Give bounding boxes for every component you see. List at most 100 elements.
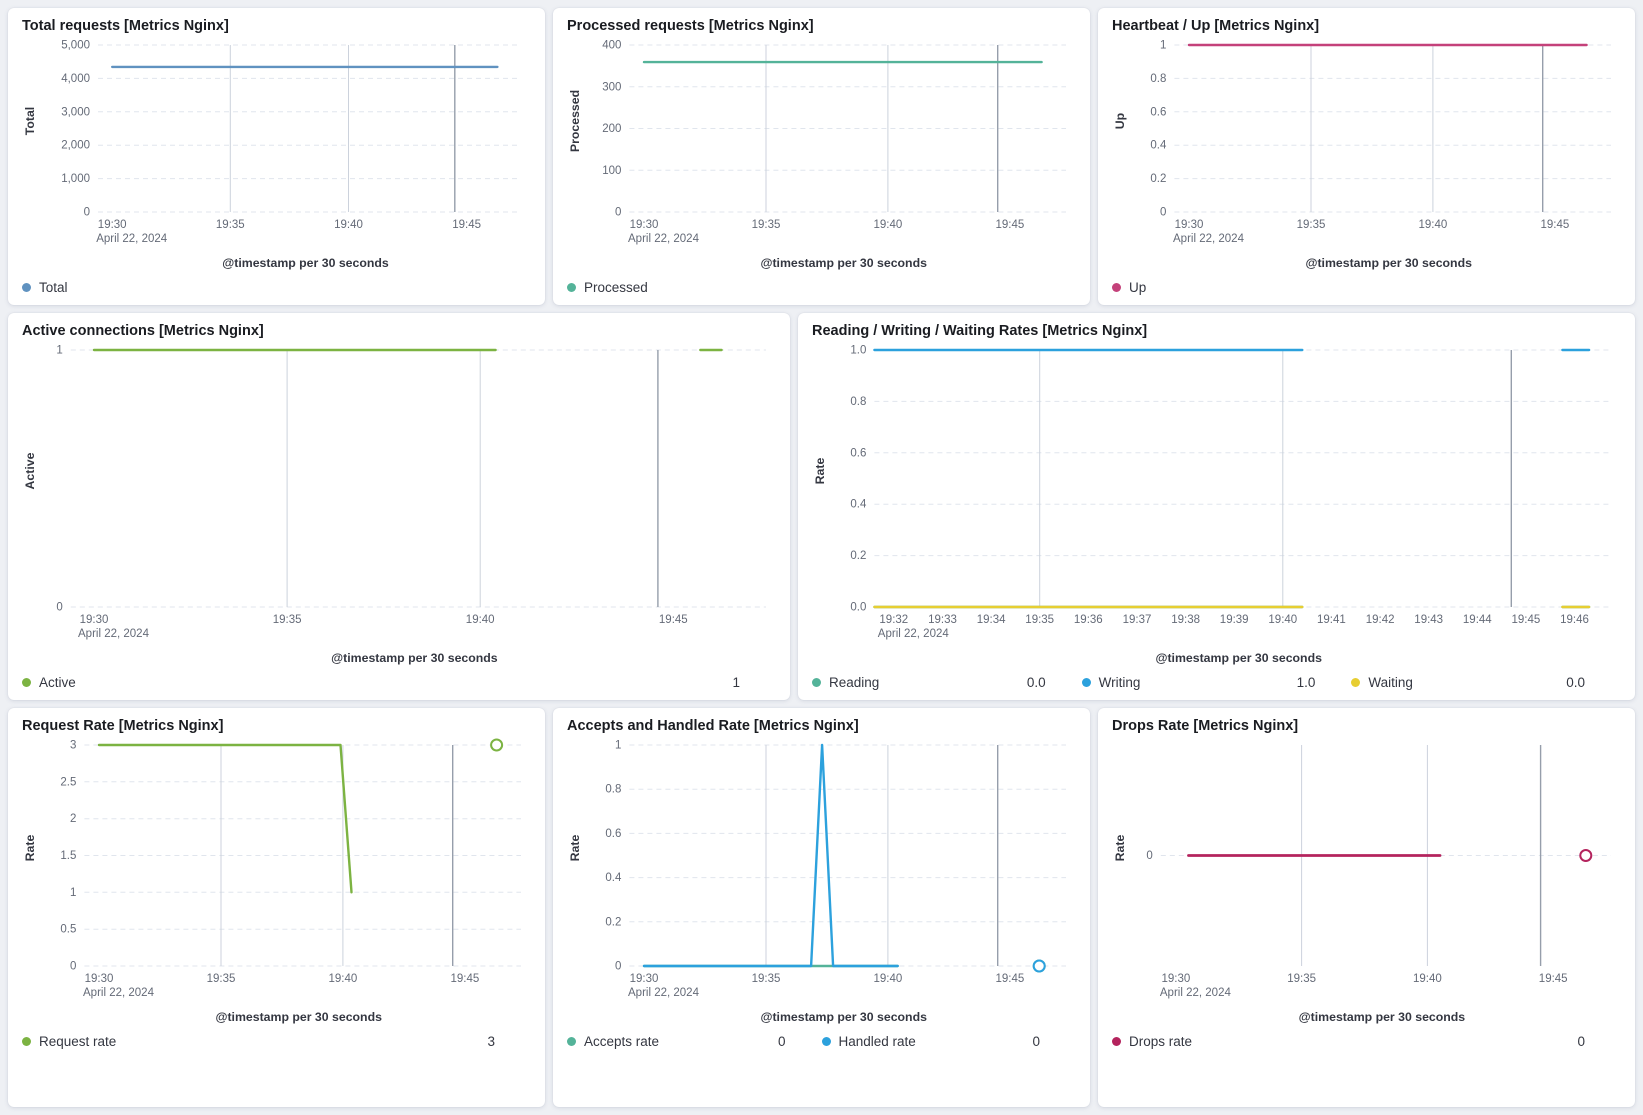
svg-text:April 22, 2024: April 22, 2024: [78, 628, 150, 640]
y-axis-title: Active: [23, 452, 37, 490]
legend-color-dot: [22, 678, 31, 687]
legend-value: 3: [487, 1034, 495, 1049]
svg-text:19:30: 19:30: [80, 614, 109, 626]
svg-text:0: 0: [615, 207, 621, 219]
chart-canvas-accepts-handled-rate[interactable]: 0 0.2 0.4 0.6 0.8 1 19:30 April 22, 2024 19:35 19…: [585, 736, 1078, 1004]
svg-text:1.0: 1.0: [850, 345, 866, 357]
legend-value: 0: [777, 1034, 786, 1049]
svg-text:19:30: 19:30: [630, 973, 659, 985]
legend-label: Accepts rate: [584, 1034, 660, 1049]
svg-text:19:36: 19:36: [1074, 614, 1103, 626]
chart-canvas-reading-writing-waiting[interactable]: 0.0 0.2 0.4 0.6 0.8 1.0 19:32 April 22, 2024 19:…: [830, 341, 1623, 645]
panel-title-reading-writing-waiting[interactable]: Reading / Writing / Waiting Rates [Metri…: [812, 323, 1148, 339]
legend-label: Handled rate: [838, 1034, 916, 1049]
svg-text:19:37: 19:37: [1123, 614, 1152, 626]
legend-item-up[interactable]: Up: [1112, 280, 1621, 295]
y-axis-title: Rate: [23, 834, 37, 862]
legend-label: Writing: [1098, 675, 1141, 690]
svg-text:100: 100: [602, 165, 621, 177]
svg-text:19:38: 19:38: [1171, 614, 1200, 626]
svg-text:2.5: 2.5: [60, 776, 76, 788]
chart-plot-area: 0 0.2 0.4 0.6 0.8 1 19:30 April 22, 2024 19:35 19…: [1130, 36, 1623, 250]
svg-text:19:30: 19:30: [85, 973, 114, 985]
panel-title-processed-requests[interactable]: Processed requests [Metrics Nginx]: [567, 18, 814, 34]
chart-plot-area: 0 0.2 0.4 0.6 0.8 1 19:30 April 22, 2024 19:35 19…: [585, 736, 1078, 1004]
svg-text:19:35: 19:35: [1297, 219, 1326, 231]
svg-text:19:40: 19:40: [874, 219, 903, 231]
panel-title-active-connections[interactable]: Active connections [Metrics Nginx]: [22, 323, 264, 339]
legend-color-dot: [1112, 283, 1121, 292]
svg-text:19:45: 19:45: [996, 973, 1025, 985]
legend-label: Request rate: [39, 1034, 117, 1049]
chart-canvas-processed-requests[interactable]: 0 100 200 300 400 19:30 April 22, 2024 19:35 19:…: [585, 36, 1078, 250]
chart-plot-area: 0 1 19:30 April 22, 2024 19:35 19:40 19:45: [40, 341, 778, 645]
legend-label: Drops rate: [1129, 1034, 1193, 1049]
panel-title-accepts-handled-rate[interactable]: Accepts and Handled Rate [Metrics Nginx]: [567, 718, 859, 734]
y-axis-title: Rate: [568, 834, 582, 862]
legend-item-total[interactable]: Total: [22, 280, 531, 295]
svg-text:1,000: 1,000: [61, 173, 90, 185]
svg-text:19:40: 19:40: [1413, 973, 1442, 985]
panel-title-request-rate[interactable]: Request Rate [Metrics Nginx]: [22, 718, 224, 734]
svg-text:19:45: 19:45: [1541, 219, 1570, 231]
svg-text:0.8: 0.8: [850, 396, 866, 408]
chart-legend: Total: [20, 270, 533, 297]
chart-legend: Accepts rate 0 Handled rate 0: [565, 1024, 1078, 1051]
svg-text:19:43: 19:43: [1414, 614, 1443, 626]
svg-text:April 22, 2024: April 22, 2024: [878, 628, 950, 640]
svg-text:19:46: 19:46: [1560, 614, 1589, 626]
svg-text:19:45: 19:45: [452, 219, 481, 231]
chart-legend: Processed: [565, 270, 1078, 297]
panel-total-requests: Total requests [Metrics Nginx] Total 0 1,…: [8, 8, 545, 305]
svg-text:19:45: 19:45: [996, 219, 1025, 231]
chart-legend: Active 1: [20, 665, 778, 692]
legend-label: Waiting: [1368, 675, 1413, 690]
legend-item-writing[interactable]: Writing 1.0: [1081, 675, 1352, 690]
legend-color-dot: [812, 678, 821, 687]
legend-item-accepts-rate[interactable]: Accepts rate 0: [567, 1034, 822, 1049]
dashboard-row-3: Request Rate [Metrics Nginx] Rate 0 0.5 1 1…: [8, 708, 1635, 1107]
legend-color-dot: [1351, 678, 1361, 687]
panel-active-connections: Active connections [Metrics Nginx] Activ…: [8, 313, 790, 700]
svg-text:1: 1: [56, 345, 62, 357]
chart-canvas-heartbeat-up[interactable]: 0 0.2 0.4 0.6 0.8 1 19:30 April 22, 2024 19:35 19…: [1130, 36, 1623, 250]
panel-title-total-requests[interactable]: Total requests [Metrics Nginx]: [22, 18, 229, 34]
panel-title-heartbeat-up[interactable]: Heartbeat / Up [Metrics Nginx]: [1112, 18, 1320, 34]
svg-text:0.8: 0.8: [605, 784, 621, 796]
x-axis-title: @timestamp per 30 seconds: [760, 1010, 927, 1024]
svg-text:April 22, 2024: April 22, 2024: [96, 233, 168, 245]
svg-text:19:45: 19:45: [451, 973, 480, 985]
legend-item-processed[interactable]: Processed: [567, 280, 1076, 295]
legend-value: 0.0: [1566, 675, 1586, 690]
legend-item-waiting[interactable]: Waiting 0.0: [1351, 675, 1621, 690]
svg-text:19:34: 19:34: [977, 614, 1006, 626]
legend-item-active[interactable]: Active 1: [22, 675, 776, 690]
svg-text:0: 0: [84, 207, 90, 219]
svg-text:19:40: 19:40: [466, 614, 495, 626]
panel-title-drops-rate[interactable]: Drops Rate [Metrics Nginx]: [1112, 718, 1299, 734]
x-axis-title: @timestamp per 30 seconds: [760, 256, 927, 270]
svg-text:19:45: 19:45: [1512, 614, 1541, 626]
svg-text:0: 0: [70, 961, 76, 973]
svg-text:300: 300: [602, 81, 621, 93]
panel-drops-rate: Drops Rate [Metrics Nginx] Rate 0 19:30 Ap…: [1098, 708, 1635, 1107]
chart-canvas-request-rate[interactable]: 0 0.5 1 1.5 2 2.5 3 19:30 April 22, 2024 19:35 19:…: [40, 736, 533, 1004]
legend-item-reading[interactable]: Reading 0.0: [812, 675, 1082, 690]
svg-text:0.4: 0.4: [850, 499, 867, 511]
legend-label: Active: [39, 675, 76, 690]
legend-item-drops-rate[interactable]: Drops rate 0: [1112, 1034, 1621, 1049]
svg-text:19:35: 19:35: [1025, 614, 1054, 626]
x-axis-title: @timestamp per 30 seconds: [1155, 651, 1322, 665]
svg-text:0.2: 0.2: [850, 550, 866, 562]
chart-canvas-drops-rate[interactable]: 0 19:30 April 22, 2024 19:35 19:40 19:45: [1130, 736, 1623, 1004]
legend-color-dot: [22, 283, 31, 292]
svg-text:April 22, 2024: April 22, 2024: [83, 987, 155, 999]
svg-text:19:33: 19:33: [928, 614, 957, 626]
svg-text:19:40: 19:40: [334, 219, 363, 231]
chart-canvas-active-connections[interactable]: 0 1 19:30 April 22, 2024 19:35 19:40 19:45: [40, 341, 778, 645]
legend-item-request-rate[interactable]: Request rate 3: [22, 1034, 531, 1049]
legend-item-handled-rate[interactable]: Handled rate 0: [821, 1034, 1077, 1049]
legend-color-dot: [1112, 1037, 1121, 1046]
chart-canvas-total-requests[interactable]: 0 1,000 2,000 3,000 4,000 5,000 19:30 April 22,…: [40, 36, 533, 250]
y-axis-title: Up: [1113, 112, 1127, 130]
